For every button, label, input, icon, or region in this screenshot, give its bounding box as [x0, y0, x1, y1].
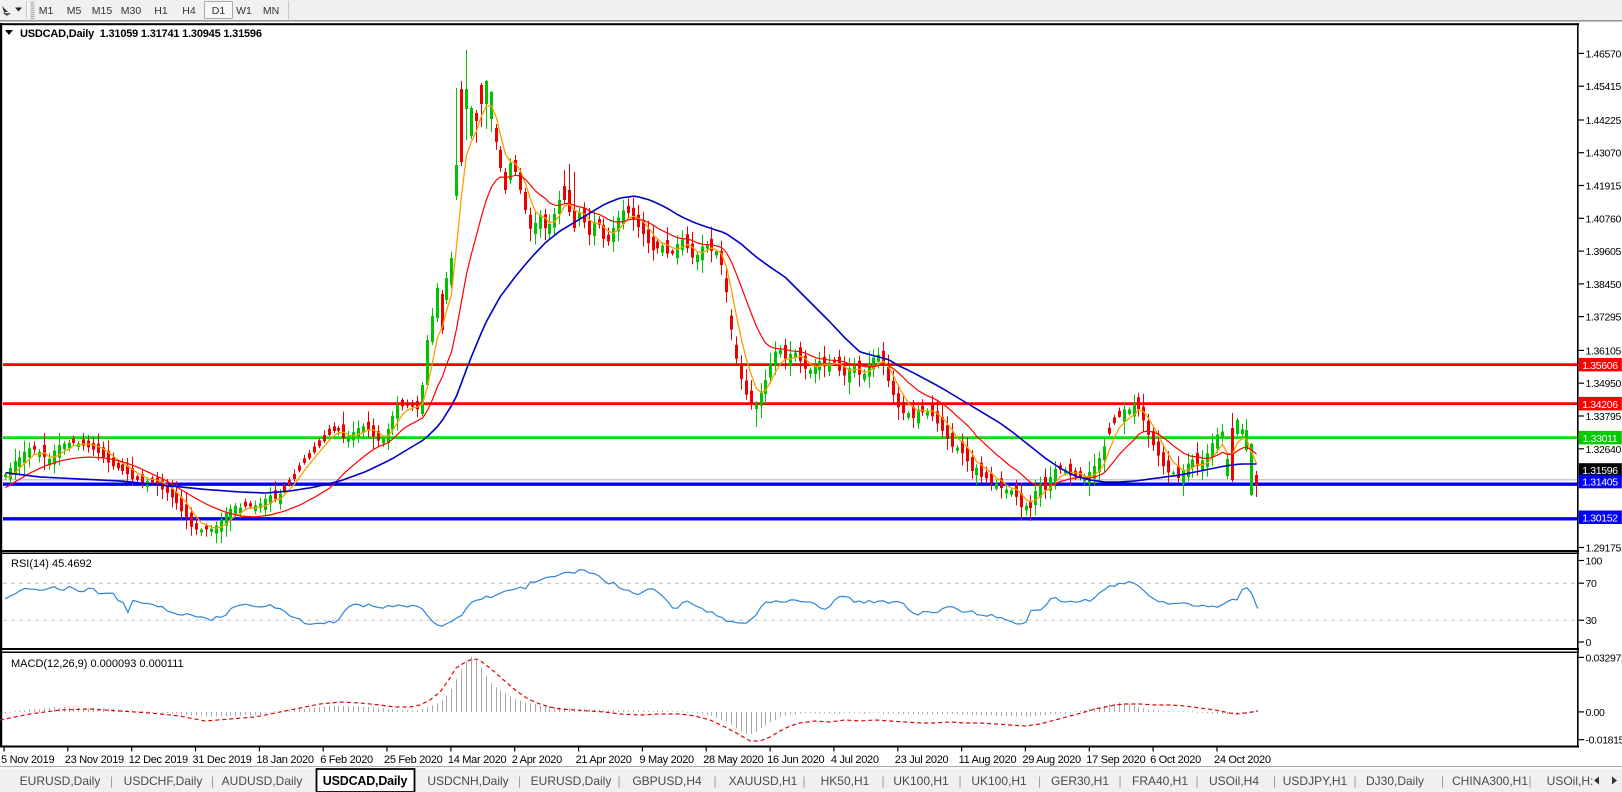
svg-text:1.46570: 1.46570: [1586, 48, 1622, 60]
svg-text:CHINA300,H1: CHINA300,H1: [1452, 774, 1528, 788]
svg-text:16 Jun 2020: 16 Jun 2020: [767, 754, 824, 766]
svg-text:1.45415: 1.45415: [1586, 81, 1622, 93]
svg-text:25 Feb 2020: 25 Feb 2020: [384, 754, 443, 766]
svg-text:GBPUSD,H4: GBPUSD,H4: [632, 774, 702, 788]
svg-text:4 Jul 2020: 4 Jul 2020: [831, 754, 879, 766]
svg-text:24 Oct 2020: 24 Oct 2020: [1214, 754, 1271, 766]
svg-text:USDCNH,Daily: USDCNH,Daily: [427, 774, 508, 788]
svg-text:9 May 2020: 9 May 2020: [639, 754, 694, 766]
svg-text:2 Apr 2020: 2 Apr 2020: [512, 754, 562, 766]
svg-text:USOil,H:: USOil,H:: [1547, 774, 1594, 788]
svg-text:1.32640: 1.32640: [1586, 444, 1622, 456]
svg-text:|: |: [1353, 774, 1356, 788]
svg-text:USDJPY,H1: USDJPY,H1: [1283, 774, 1348, 788]
svg-text:29 Aug 2020: 29 Aug 2020: [1022, 754, 1081, 766]
svg-text:|: |: [1118, 774, 1121, 788]
svg-text:USOil,H4: USOil,H4: [1209, 774, 1259, 788]
svg-text:MACD(12,26,9) 0.000093 0.00011: MACD(12,26,9) 0.000093 0.000111: [11, 658, 184, 670]
svg-text:H1: H1: [154, 5, 168, 17]
svg-text:M30: M30: [121, 5, 142, 17]
svg-text:-0.018154: -0.018154: [1586, 735, 1622, 747]
svg-text:17 Sep 2020: 17 Sep 2020: [1086, 754, 1145, 766]
svg-text:|: |: [802, 774, 805, 788]
svg-text:|: |: [1195, 774, 1198, 788]
svg-text:1.33011: 1.33011: [1583, 433, 1618, 445]
svg-text:W1: W1: [236, 5, 252, 17]
svg-text:|: |: [518, 774, 521, 788]
svg-text:UK100,H1: UK100,H1: [971, 774, 1027, 788]
svg-text:|: |: [881, 774, 884, 788]
svg-text:11 Aug 2020: 11 Aug 2020: [959, 754, 1017, 766]
svg-text:6 Feb 2020: 6 Feb 2020: [320, 754, 373, 766]
svg-text:1.39605: 1.39605: [1586, 246, 1622, 258]
svg-text:DJ30,Daily: DJ30,Daily: [1366, 774, 1424, 788]
svg-text:1.33795: 1.33795: [1586, 411, 1622, 423]
svg-text:1.44225: 1.44225: [1586, 115, 1622, 127]
svg-text:HK50,H1: HK50,H1: [821, 774, 870, 788]
svg-text:1.38450: 1.38450: [1586, 279, 1622, 291]
svg-text:H4: H4: [182, 5, 196, 17]
svg-text:1.31405: 1.31405: [1582, 477, 1618, 489]
svg-text:MN: MN: [263, 5, 279, 17]
svg-text:AUDUSD,Daily: AUDUSD,Daily: [222, 774, 303, 788]
svg-text:31 Dec 2019: 31 Dec 2019: [193, 754, 252, 766]
svg-text:12 Dec 2019: 12 Dec 2019: [129, 754, 188, 766]
svg-text:100: 100: [1586, 556, 1603, 568]
svg-text:21 Apr 2020: 21 Apr 2020: [576, 754, 632, 766]
svg-text:|: |: [1528, 774, 1531, 788]
svg-text:1.34206: 1.34206: [1582, 399, 1618, 411]
svg-text:EURUSD,Daily: EURUSD,Daily: [20, 774, 101, 788]
svg-text:0.00: 0.00: [1586, 707, 1606, 719]
svg-text:1.37295: 1.37295: [1586, 312, 1622, 324]
svg-text:1.35606: 1.35606: [1582, 360, 1618, 372]
svg-text:6 Oct 2020: 6 Oct 2020: [1150, 754, 1201, 766]
svg-text:|: |: [1441, 774, 1444, 788]
svg-text:28 May 2020: 28 May 2020: [703, 754, 763, 766]
svg-text:|: |: [211, 774, 214, 788]
svg-text:|: |: [958, 774, 961, 788]
svg-text:1.41915: 1.41915: [1586, 181, 1622, 193]
svg-text:14 Mar 2020: 14 Mar 2020: [448, 754, 507, 766]
svg-text:|: |: [1273, 774, 1276, 788]
svg-text:M15: M15: [92, 5, 113, 17]
svg-text:|: |: [617, 774, 620, 788]
svg-text:M1: M1: [39, 5, 54, 17]
svg-text:1.40760: 1.40760: [1586, 213, 1622, 225]
svg-text:5 Nov 2019: 5 Nov 2019: [1, 754, 54, 766]
svg-text:30: 30: [1586, 615, 1597, 627]
svg-text:|: |: [1038, 774, 1041, 788]
svg-text:D1: D1: [212, 5, 226, 17]
svg-text:0: 0: [1586, 637, 1592, 649]
svg-text:GER30,H1: GER30,H1: [1051, 774, 1109, 788]
svg-text:1.34950: 1.34950: [1586, 378, 1622, 390]
svg-text:1.30152: 1.30152: [1582, 513, 1618, 525]
svg-text:USDCHF,Daily: USDCHF,Daily: [124, 774, 203, 788]
svg-text:1.29175: 1.29175: [1586, 543, 1622, 555]
svg-text:1.31596: 1.31596: [1582, 465, 1618, 477]
svg-text:|: |: [110, 774, 113, 788]
svg-text:18 Jan 2020: 18 Jan 2020: [256, 754, 313, 766]
svg-text:1.36105: 1.36105: [1586, 345, 1622, 357]
svg-text:1.43070: 1.43070: [1586, 148, 1622, 160]
svg-text:EURUSD,Daily: EURUSD,Daily: [531, 774, 612, 788]
svg-text:70: 70: [1586, 578, 1597, 590]
svg-text:USDCAD,Daily: USDCAD,Daily: [323, 774, 408, 788]
svg-text:FRA40,H1: FRA40,H1: [1132, 774, 1188, 788]
svg-text:23 Nov 2019: 23 Nov 2019: [65, 754, 124, 766]
svg-text:RSI(14) 45.4692: RSI(14) 45.4692: [11, 558, 92, 570]
svg-text:M5: M5: [67, 5, 82, 17]
svg-text:USDCAD,Daily 1.31059 1.31741: USDCAD,Daily 1.31059 1.31741 1.30945 1.3…: [20, 28, 262, 40]
svg-text:23 Jul 2020: 23 Jul 2020: [895, 754, 949, 766]
svg-text:XAUUSD,H1: XAUUSD,H1: [729, 774, 798, 788]
svg-text:UK100,H1: UK100,H1: [893, 774, 949, 788]
svg-text:0.032972: 0.032972: [1586, 652, 1622, 664]
svg-text:|: |: [713, 774, 716, 788]
